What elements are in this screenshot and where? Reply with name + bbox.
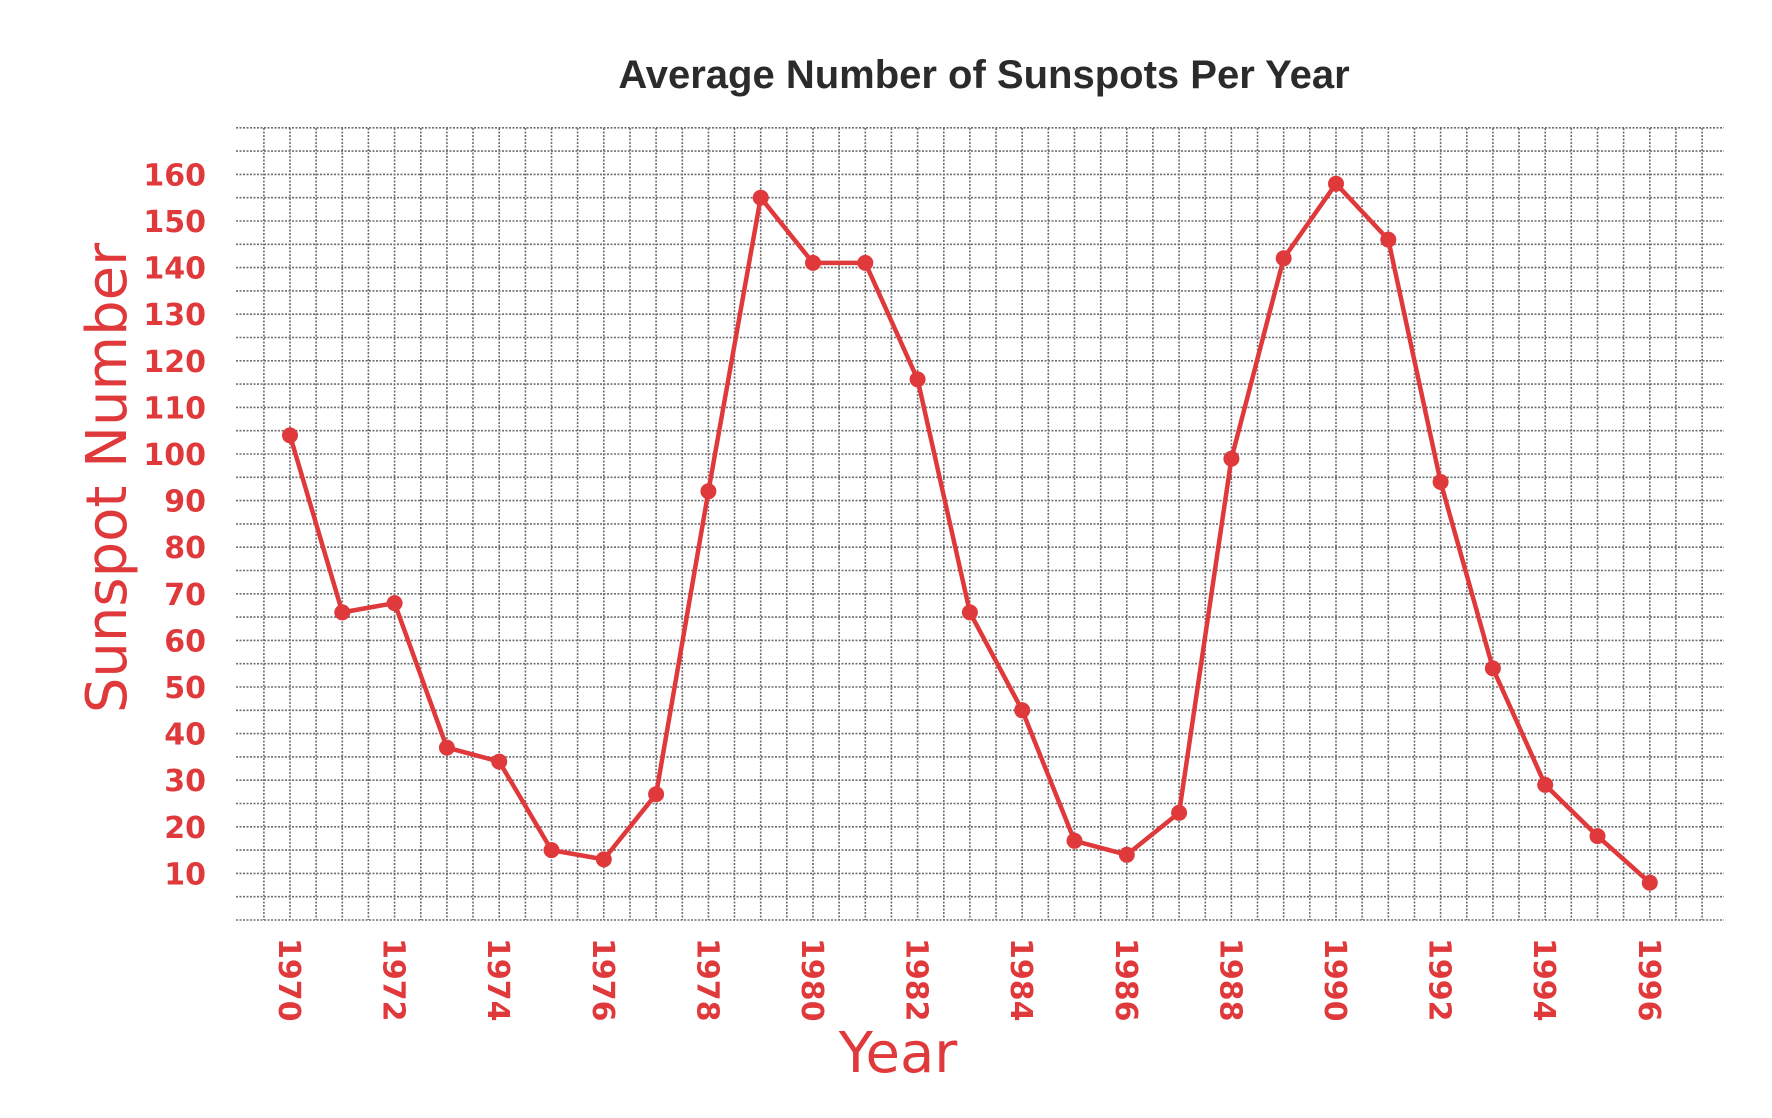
x-tick-label-1984: 1984	[1003, 938, 1038, 1022]
data-point-1985	[1066, 832, 1083, 849]
y-tick-label-40: 40	[164, 718, 206, 753]
x-tick-label-1994: 1994	[1526, 938, 1561, 1022]
y-tick-label-160: 160	[143, 158, 206, 193]
x-tick-label-1978: 1978	[689, 938, 724, 1022]
y-tick-label-140: 140	[143, 252, 206, 287]
data-point-1987	[1171, 804, 1188, 821]
data-point-1977	[648, 786, 665, 803]
data-point-1992	[1432, 474, 1449, 490]
y-tick-label-60: 60	[164, 624, 206, 659]
y-tick-label-130: 130	[143, 298, 206, 333]
x-tick-label-1980: 1980	[794, 938, 829, 1022]
data-point-1978	[700, 483, 717, 500]
x-tick-label-1988: 1988	[1212, 938, 1247, 1022]
y-axis-label: Sunspot Number	[75, 242, 140, 713]
data-point-1984	[1014, 702, 1031, 719]
y-tick-label-120: 120	[143, 345, 206, 380]
y-tick-label-30: 30	[164, 764, 206, 799]
data-point-1995	[1589, 828, 1606, 845]
x-tick-label-1992: 1992	[1422, 938, 1457, 1022]
y-tick-label-90: 90	[164, 485, 206, 520]
data-point-1996	[1641, 874, 1658, 891]
y-tick-label-150: 150	[143, 205, 206, 240]
data-point-1981	[857, 254, 874, 271]
data-point-1991	[1380, 231, 1397, 248]
chart-title: Average Number of Sunspots Per Year	[618, 53, 1349, 97]
series-line	[287, 181, 1653, 885]
data-point-1975	[543, 842, 560, 859]
x-tick-label-1990: 1990	[1317, 938, 1352, 1022]
y-tick-label-100: 100	[143, 438, 206, 473]
x-tick-label-1974: 1974	[480, 938, 515, 1022]
x-tick-label-1996: 1996	[1631, 938, 1666, 1022]
data-point-1979	[752, 189, 769, 206]
y-tick-label-20: 20	[164, 811, 206, 846]
data-point-1989	[1275, 250, 1292, 267]
data-point-1990	[1328, 175, 1344, 192]
data-point-1982	[909, 371, 926, 388]
series-line-layer	[287, 181, 1653, 885]
data-point-1986	[1118, 846, 1135, 863]
y-tick-label-10: 10	[164, 857, 206, 892]
y-tick-label-50: 50	[164, 671, 206, 706]
data-point-1970	[282, 427, 298, 444]
data-point-1988	[1223, 450, 1240, 467]
data-point-1973	[438, 739, 455, 756]
data-point-1993	[1484, 660, 1501, 677]
y-tick-label-110: 110	[143, 391, 206, 426]
data-point-1980	[805, 254, 821, 271]
data-point-1994	[1537, 776, 1554, 793]
y-tick-label-80: 80	[164, 531, 206, 566]
data-point-1972	[386, 595, 403, 612]
x-tick-label-1976: 1976	[585, 938, 620, 1022]
x-tick-label-1972: 1972	[376, 938, 411, 1022]
x-tick-label-1982: 1982	[899, 938, 934, 1022]
grid	[236, 127, 1724, 921]
data-points	[282, 175, 1658, 891]
y-tick-labels: 10 20 30 40 50 60 70 80 90 100 110 120 130 140 150 160	[143, 158, 206, 892]
x-tick-labels: 1970 1972 1974 1976 1978 1980 1982 1984 1986 1988…	[271, 938, 1666, 1022]
data-point-1983	[961, 604, 978, 621]
y-tick-label-70: 70	[164, 578, 206, 613]
data-point-1974	[491, 753, 508, 770]
data-point-1976	[595, 851, 612, 868]
x-tick-label-1986: 1986	[1108, 938, 1143, 1022]
x-axis-label: Year	[838, 1021, 959, 1086]
x-tick-label-1970: 1970	[271, 938, 306, 1022]
data-point-1971	[334, 604, 351, 621]
